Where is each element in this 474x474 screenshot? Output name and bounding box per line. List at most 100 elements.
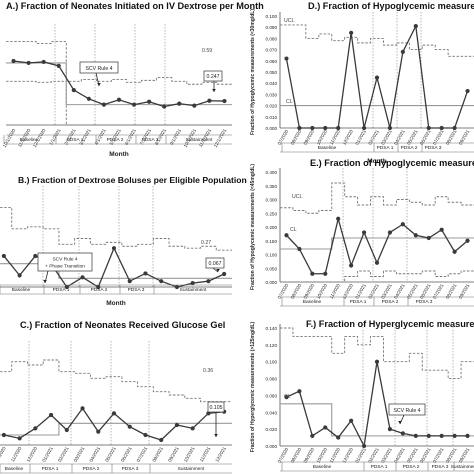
annotation-box: [203, 70, 223, 82]
x-tick-label: 05/2021: [406, 447, 419, 464]
data-point: [284, 395, 289, 400]
annotation-label: 0.27: [201, 240, 211, 246]
x-axis-label: Month: [367, 158, 387, 165]
y-tick-label: 0.200: [266, 225, 278, 230]
ucl-line: [280, 182, 474, 214]
y-tick-label: 0.000: [266, 444, 278, 449]
phase-label: Sustainment: [180, 287, 207, 293]
data-point: [127, 279, 132, 284]
y-tick-label: 0.100: [266, 360, 278, 365]
x-tick-label: 03/2021: [380, 447, 393, 464]
data-point: [297, 246, 302, 252]
data-point: [426, 235, 431, 241]
data-point: [439, 227, 444, 232]
y-tick-label: 0.350: [266, 184, 278, 189]
data-point: [17, 273, 22, 278]
y-tick-label: 0.300: [266, 198, 278, 203]
x-tick-label: 7/1/2021: [139, 128, 152, 146]
series-line: [3, 246, 225, 288]
phase-label: Baseline: [313, 464, 332, 470]
chart-panel-d: D.) Fraction of Hypoglycemic measurement…: [250, 1, 474, 165]
x-tick-label: 07/2021: [136, 446, 149, 463]
annotation-label: CL: [290, 227, 297, 233]
data-point: [80, 275, 85, 280]
y-tick-label: 0.050: [266, 70, 278, 75]
x-tick-label: 10/2021: [183, 446, 196, 463]
data-point: [349, 263, 354, 268]
x-tick-label: 09/2021: [167, 446, 180, 463]
data-point: [374, 75, 380, 80]
phase-band: Baseline PDSA 1 PDSA 2 PDSA 3 Sustainment: [0, 463, 232, 474]
x-tick-label: 06/2021: [120, 446, 133, 463]
ucl-line: [0, 207, 232, 251]
annotation-label: CL: [286, 99, 293, 105]
data-point: [349, 418, 354, 423]
data-point: [400, 431, 405, 436]
chart-title: A.) Fraction of Neonates Initiated on IV…: [6, 1, 264, 11]
y-tick-label: 0.040: [266, 81, 278, 86]
ucl-line: [6, 41, 232, 85]
annotation-label: 0.067: [209, 261, 222, 267]
phase-label: PDSA 3: [416, 299, 433, 305]
data-point: [426, 433, 431, 438]
data-point: [1, 253, 6, 259]
phase-label: PDSA 2: [91, 287, 108, 293]
data-point: [96, 284, 101, 290]
y-tick-label: 0.080: [266, 377, 278, 382]
annotation-label: SCV Rule 4: [85, 66, 112, 72]
annotation-label: UCL: [284, 18, 294, 24]
ucl-line: [280, 327, 474, 380]
data-point: [41, 59, 46, 65]
data-point: [207, 98, 212, 103]
phase-label: PDSA 1: [350, 299, 367, 305]
annotation-arrowhead: [216, 269, 220, 272]
phase-label: PDSA 2: [382, 299, 399, 305]
data-point: [33, 253, 38, 259]
data-point: [17, 436, 22, 441]
data-point: [452, 433, 457, 438]
data-point: [192, 103, 197, 108]
data-point: [413, 23, 418, 29]
annotation-label: + Phase Transition: [45, 264, 85, 270]
data-point: [465, 88, 470, 94]
phase-label: Baseline: [318, 145, 337, 151]
y-tick-label: 0.250: [266, 211, 278, 216]
data-point: [206, 279, 211, 284]
data-point: [361, 125, 367, 131]
phase-label: PDSA 3: [128, 287, 145, 293]
data-point: [465, 238, 470, 243]
y-tick-label: 0.150: [266, 239, 278, 244]
y-axis-label: Fraction of Hypoglycemic measurements (<…: [250, 164, 256, 290]
x-tick-label: 09/2020: [303, 447, 316, 464]
x-tick-label: 10/2020: [0, 446, 7, 463]
phase-label: Baseline: [12, 287, 31, 293]
data-point: [111, 411, 117, 416]
chart-panel-e: E.) Fraction of Hypoglycemic measurement…: [250, 158, 474, 307]
chart-panel-a: A.) Fraction of Neonates Initiated on IV…: [2, 1, 264, 158]
annotation-arrow: [212, 267, 219, 273]
data-point: [310, 125, 315, 131]
data-point: [116, 97, 122, 102]
annotation-label: UCL: [292, 194, 302, 200]
data-point: [387, 230, 393, 235]
chart-panel-c: C.) Fraction of Neonates Received Glucos…: [0, 320, 232, 474]
chart-panel-f: F.) Fraction of Hyperglycemic measuremen…: [250, 319, 474, 472]
y-tick-label: 0.070: [266, 48, 278, 53]
y-tick-label: 0.090: [266, 25, 278, 30]
x-tick-label: 6/1/2021: [124, 128, 137, 146]
phase-label: PDSA 1: [377, 145, 394, 151]
lcl-line: [6, 80, 232, 126]
phase-label: PDSA 3: [122, 466, 139, 472]
y-tick-label: 0.010: [266, 115, 278, 120]
data-point: [336, 435, 341, 440]
y-tick-label: 0.080: [266, 36, 278, 41]
data-point: [323, 271, 328, 276]
phase-band: Baseline PDSA 1 PDSA 2 PDSA 3 Sustainment: [3, 134, 232, 145]
y-tick-label: 0.060: [266, 59, 278, 64]
x-tick-label: 11/2020: [10, 446, 23, 463]
x-tick-label: 06/2021: [419, 447, 432, 464]
data-point: [177, 101, 182, 106]
phase-label: PDSA 2: [403, 464, 420, 470]
x-tick-label: 12/2020: [341, 447, 354, 464]
x-tick-label: 2/1/2021: [63, 128, 76, 146]
